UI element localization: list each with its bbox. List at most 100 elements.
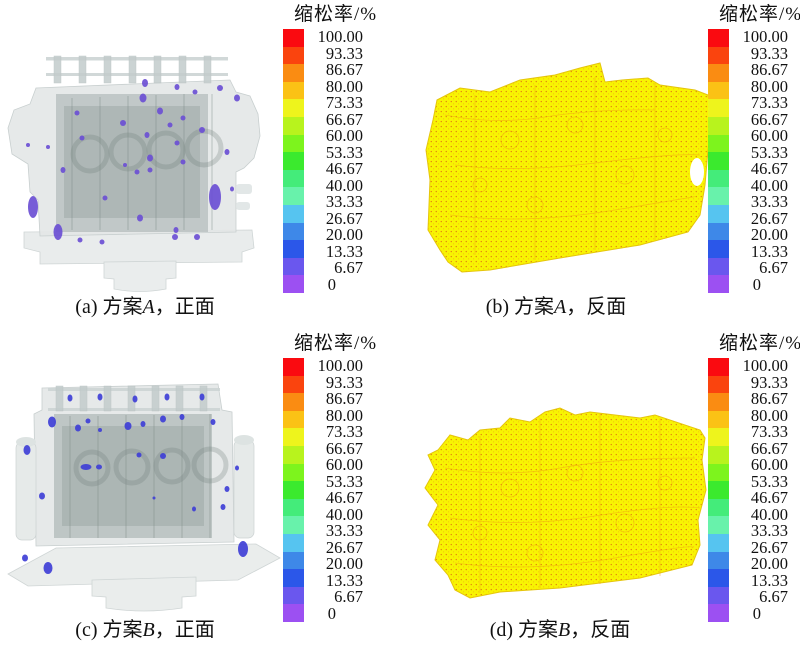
legend-tick-label: 6.67 xyxy=(334,587,363,606)
legend-tick-label: 80.00 xyxy=(750,76,788,96)
caption-scheme-letter: A xyxy=(554,296,567,318)
legend-tick-label: 20.00 xyxy=(750,554,788,573)
model-scheme-a-front xyxy=(7,55,261,292)
caption-scheme-letter: B xyxy=(558,619,571,641)
legend-title: 缩松率/% xyxy=(719,333,800,354)
legend-tick-label: 6.67 xyxy=(759,258,788,277)
legend-tick-label: 53.33 xyxy=(750,471,788,491)
legend-color-segment xyxy=(708,257,729,276)
legend-tick-label: 66.67 xyxy=(750,109,788,129)
legend-tick-label: 20.00 xyxy=(325,554,363,573)
legend-color-segment xyxy=(283,275,304,293)
legend-color-segment xyxy=(708,81,729,100)
legend-color-segment xyxy=(283,375,304,394)
porosity-spot xyxy=(74,110,80,116)
legend-color-segment xyxy=(708,275,729,293)
caption-prefix: (d) 方案 xyxy=(489,619,559,641)
caption-suffix: ，反面 xyxy=(570,619,631,641)
legend-color-segment xyxy=(708,152,729,170)
porosity-spot xyxy=(152,496,156,500)
legend-color-segment xyxy=(283,569,304,587)
legend-tick-label: 46.67 xyxy=(750,159,788,178)
legend-color-segment xyxy=(708,64,729,82)
porosity-spot xyxy=(235,465,239,471)
legend-color-segment xyxy=(283,187,304,205)
legend-color-segment xyxy=(708,187,729,205)
legend-tick-label: 86.67 xyxy=(325,60,363,79)
legend-color-segment xyxy=(283,152,304,170)
porosity-spot xyxy=(132,395,138,403)
legend-color-segment xyxy=(708,569,729,587)
legend-color-segment xyxy=(708,445,729,464)
legend-tick-label: 53.33 xyxy=(750,142,788,162)
legend-color-segment xyxy=(708,46,729,65)
side-stub xyxy=(236,184,252,194)
porosity-spot xyxy=(164,393,170,401)
porosity-spot xyxy=(67,394,73,402)
porosity-spot xyxy=(123,163,127,167)
porosity-spot xyxy=(120,120,126,126)
porosity-spot xyxy=(137,214,143,222)
colorbar-labels: 100.00 93.33 86.67 80.00 73.33 66.67 60.00 53.3… xyxy=(732,357,788,622)
legend-tick-label: 60.00 xyxy=(750,455,788,474)
legend-color-segment xyxy=(283,586,304,605)
legend-color-segment xyxy=(283,204,304,223)
legend-color-segment xyxy=(708,358,729,376)
porosity-spot xyxy=(79,135,85,141)
legend-tick-label: 73.33 xyxy=(750,93,788,112)
porosity-spot xyxy=(220,504,226,510)
top-frame xyxy=(46,55,228,84)
legend-tick-label: 60.00 xyxy=(750,126,788,145)
legend-tick-label: 0 xyxy=(327,603,336,623)
legend-tick-label: 40.00 xyxy=(325,175,363,195)
model-scheme-a-back xyxy=(425,62,713,273)
porosity-spot xyxy=(142,79,148,87)
legend-color-segment xyxy=(283,533,304,552)
colorbar xyxy=(708,358,729,622)
legend-tick-label: 73.33 xyxy=(325,93,363,112)
porosity-spot xyxy=(53,224,63,240)
casting-base-plate xyxy=(7,543,281,587)
legend-color-segment xyxy=(708,204,729,223)
porosity-spot xyxy=(194,234,200,240)
porosity-spot xyxy=(96,464,102,470)
casting-pedestal xyxy=(103,260,177,292)
porosity-spot xyxy=(173,227,179,233)
legend-color-segment xyxy=(708,393,729,411)
legend-color-segment xyxy=(283,551,304,570)
legend-tick-label: 13.33 xyxy=(750,570,788,590)
legend-tick-label: 40.00 xyxy=(750,175,788,195)
legend-color-segment xyxy=(283,393,304,411)
casting-pedestal xyxy=(91,576,197,612)
caption-suffix: ，反面 xyxy=(566,296,627,318)
porosity-spot xyxy=(43,562,53,574)
legend-tick-label: 26.67 xyxy=(750,208,788,228)
porosity-spot xyxy=(26,143,30,147)
colorbar-labels: 100.00 93.33 86.67 80.00 73.33 66.67 60.00 53.3… xyxy=(732,28,788,293)
porosity-spot xyxy=(140,421,146,427)
porosity-spot xyxy=(147,167,153,173)
legend-tick-label: 60.00 xyxy=(325,126,363,145)
porosity-spot xyxy=(75,424,81,432)
legend-tick-label: 86.67 xyxy=(325,389,363,408)
legend-tick-label: 66.67 xyxy=(750,438,788,458)
porosity-spot xyxy=(180,115,186,121)
legend-color-segment xyxy=(708,604,729,622)
legend-tick-label: 100.00 xyxy=(317,356,363,375)
casting-back-surface xyxy=(425,62,713,273)
colorbar-labels: 100.00 93.33 86.67 80.00 73.33 66.67 60.00 53.3… xyxy=(307,27,363,293)
legend-color-segment xyxy=(708,551,729,570)
casting-body xyxy=(33,383,235,547)
porosity-spot xyxy=(192,89,198,95)
porosity-spot xyxy=(99,239,105,245)
side-posts xyxy=(15,435,255,541)
caption-panel-d: (d) 方案B，反面 xyxy=(430,617,690,643)
porosity-spot xyxy=(48,416,56,428)
legend-tick-label: 100.00 xyxy=(317,27,363,46)
porosity-spot xyxy=(85,418,91,424)
legend-tick-label: 6.67 xyxy=(334,258,363,277)
legend-color-segment xyxy=(708,116,729,135)
inner-core xyxy=(56,94,224,232)
porosity-spot xyxy=(46,145,50,149)
model-scheme-b-back xyxy=(424,407,707,599)
